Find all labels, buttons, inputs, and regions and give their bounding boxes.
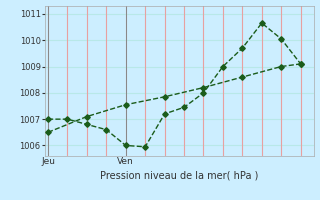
X-axis label: Pression niveau de la mer( hPa ): Pression niveau de la mer( hPa )	[100, 171, 258, 181]
